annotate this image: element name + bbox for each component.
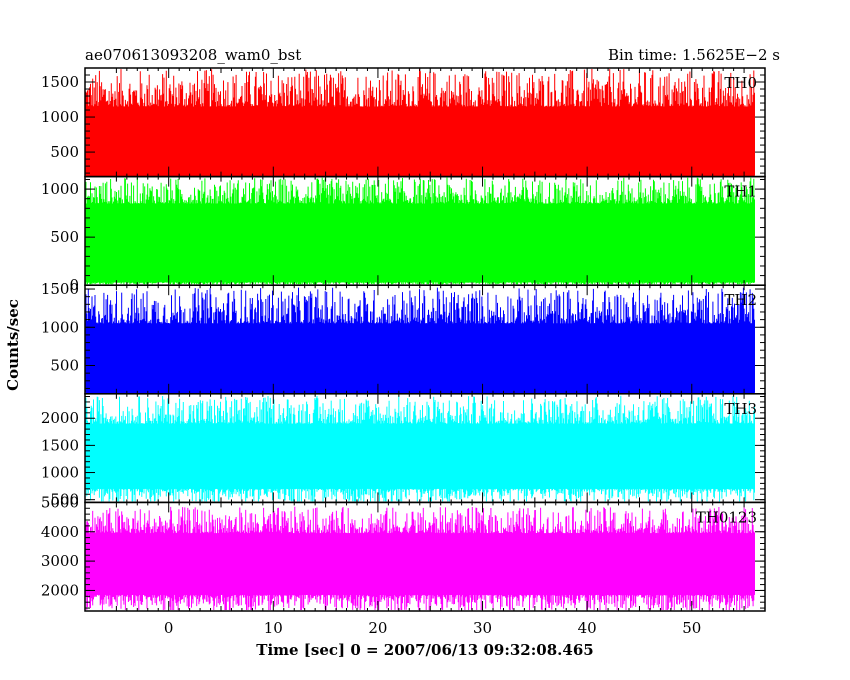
panel-th2: 500 1000 1500 TH2 <box>41 280 766 395</box>
series-line-th0 <box>85 69 755 176</box>
chart-title-right: Bin time: 1.5625E−2 s <box>608 46 780 64</box>
panel-th0123: 2000 3000 4000 5000 TH0123 <box>41 493 766 612</box>
y-tick-label: 500 <box>50 357 79 375</box>
panel-th1: 0 500 1000 TH1 <box>41 175 766 294</box>
y-tick-label: 1000 <box>41 108 79 126</box>
chart-title-left: ae070613093208_wam0_bst <box>85 46 301 64</box>
x-tick-label: 20 <box>368 619 387 637</box>
x-tick-label: 0 <box>164 619 174 637</box>
y-tick-label: 2000 <box>41 409 79 427</box>
y-tick-label: 500 <box>50 143 79 161</box>
y-tick-label: 1500 <box>41 436 79 454</box>
x-tick-label: 40 <box>578 619 597 637</box>
panel-label: TH0123 <box>696 508 757 526</box>
x-tick-label: 50 <box>682 619 701 637</box>
series-line-th3 <box>85 395 755 502</box>
panel-label: TH2 <box>724 291 757 309</box>
y-tick-label: 5000 <box>41 493 79 511</box>
series-line-th2 <box>85 287 755 393</box>
y-tick-label: 1000 <box>41 318 79 336</box>
y-tick-label: 2000 <box>41 581 79 599</box>
series-line-th0123 <box>85 506 755 610</box>
x-tick-label: 30 <box>473 619 492 637</box>
panel-label: TH1 <box>724 183 757 201</box>
x-axis-label: Time [sec] 0 = 2007/06/13 09:32:08.465 <box>256 641 593 659</box>
y-tick-label: 1000 <box>41 180 79 198</box>
series-line-th1 <box>85 177 755 285</box>
y-tick-label: 1500 <box>41 73 79 91</box>
y-tick-label: 0 <box>69 276 79 294</box>
panel-th0: 500 1000 1500 TH0 <box>41 67 766 178</box>
y-tick-label: 4000 <box>41 523 79 541</box>
y-axis-label: Counts/sec <box>4 299 22 391</box>
y-tick-label: 500 <box>50 228 79 246</box>
y-tick-label: 500 <box>50 491 79 509</box>
panel-th3: 500 1000 1500 2000 TH3 <box>41 393 766 509</box>
x-tick-label: 10 <box>264 619 283 637</box>
panel-label: TH0 <box>724 74 757 92</box>
panel-label: TH3 <box>724 400 757 418</box>
y-tick-label: 1000 <box>41 464 79 482</box>
y-tick-label: 3000 <box>41 552 79 570</box>
y-tick-label: 1500 <box>41 280 79 298</box>
panel-frame <box>84 501 766 612</box>
